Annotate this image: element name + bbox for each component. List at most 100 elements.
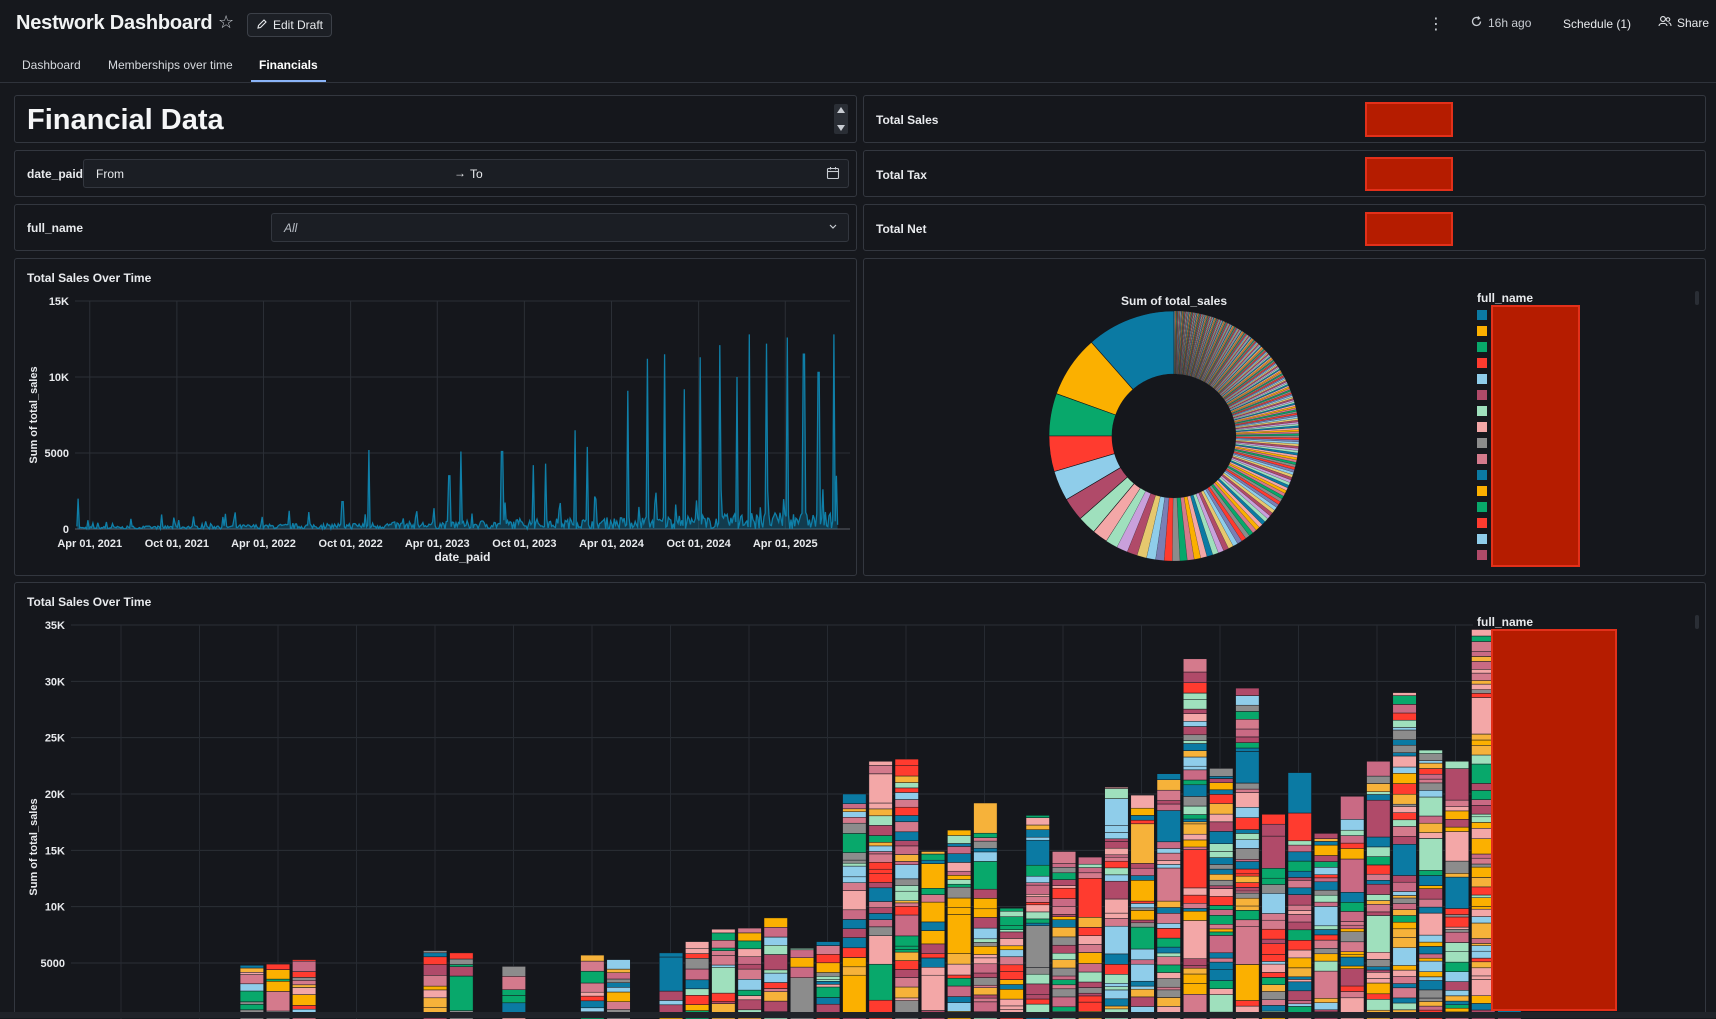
bar-segment bbox=[921, 944, 945, 954]
bar-segment bbox=[1393, 892, 1417, 896]
bar-segment bbox=[843, 967, 867, 975]
bar-segment bbox=[1157, 790, 1181, 800]
bar-segment bbox=[1183, 834, 1207, 840]
bar-segment bbox=[1157, 965, 1181, 973]
bar-segment bbox=[1367, 880, 1391, 884]
bar-segment bbox=[895, 815, 919, 821]
bar-segment bbox=[869, 913, 893, 919]
bar-stack bbox=[581, 955, 605, 1019]
bar-segment bbox=[1367, 884, 1391, 894]
bar-segment bbox=[1000, 972, 1024, 980]
bar-segment bbox=[1393, 898, 1417, 904]
bar-segment bbox=[1236, 807, 1260, 817]
bar-segment bbox=[921, 854, 945, 860]
edit-draft-button[interactable]: Edit Draft bbox=[247, 13, 332, 37]
date-from-placeholder: From bbox=[96, 167, 124, 181]
x-tick-label: Apr 01, 2025 bbox=[753, 538, 818, 550]
bar-segment bbox=[607, 992, 631, 1002]
bar-segment bbox=[1367, 837, 1391, 847]
bar-segment bbox=[1419, 942, 1443, 946]
bar-segment bbox=[1157, 780, 1181, 791]
bar-segment bbox=[843, 860, 867, 863]
legend-scrollbar[interactable] bbox=[1695, 615, 1699, 629]
bar-segment bbox=[1367, 970, 1391, 972]
bar-segment bbox=[1393, 728, 1417, 731]
legend-scrollbar[interactable] bbox=[1695, 291, 1699, 305]
bar-segment bbox=[1026, 912, 1050, 919]
bar-segment bbox=[1262, 868, 1286, 878]
calendar-icon[interactable] bbox=[826, 166, 840, 183]
tab-dashboard[interactable]: Dashboard bbox=[22, 58, 81, 80]
bar-segment bbox=[1341, 929, 1365, 932]
bar-segment bbox=[1157, 990, 1181, 998]
bar-segment bbox=[1000, 925, 1024, 929]
legend-swatch bbox=[1477, 534, 1487, 544]
bar-segment bbox=[869, 927, 893, 936]
schedule-button[interactable]: Schedule (1) bbox=[1563, 17, 1631, 31]
bar-segment bbox=[843, 948, 867, 958]
chevron-down-icon[interactable] bbox=[828, 220, 838, 237]
bar-segment bbox=[1236, 737, 1260, 743]
refresh-button[interactable]: 16h ago bbox=[1470, 15, 1531, 31]
bar-segment bbox=[1341, 830, 1365, 835]
legend-swatch bbox=[1477, 406, 1487, 416]
bar-segment bbox=[1157, 901, 1181, 907]
star-icon[interactable]: ☆ bbox=[218, 12, 234, 33]
bar-stack bbox=[1288, 773, 1312, 1019]
bar-segment bbox=[1393, 813, 1417, 820]
bar-segment bbox=[921, 895, 945, 903]
bar-segment bbox=[1236, 688, 1260, 696]
bar-segment bbox=[1210, 831, 1234, 843]
bar-segment bbox=[1026, 923, 1050, 926]
tab-financials[interactable]: Financials bbox=[251, 58, 326, 82]
bar-segment bbox=[1314, 875, 1338, 878]
bar-segment bbox=[974, 973, 998, 978]
pencil-icon bbox=[256, 18, 268, 33]
more-menu-icon[interactable]: ⋮ bbox=[1428, 14, 1444, 34]
chevron-down-icon[interactable] bbox=[837, 125, 845, 131]
bar-segment bbox=[1445, 952, 1469, 962]
bar-segment bbox=[607, 973, 631, 979]
pie-legend-names-redacted bbox=[1491, 305, 1580, 567]
bar-segment bbox=[1105, 954, 1129, 964]
bar-segment bbox=[895, 906, 919, 915]
bar-segment bbox=[1393, 693, 1417, 696]
bar-segment bbox=[1419, 1006, 1443, 1010]
bar-segment bbox=[947, 854, 971, 863]
bar-segment bbox=[1367, 978, 1391, 983]
bar-segment bbox=[843, 853, 867, 861]
bar-segment bbox=[947, 907, 971, 914]
bar-segment bbox=[1157, 957, 1181, 965]
bar-stack bbox=[1262, 814, 1286, 1019]
bar-stack bbox=[1393, 693, 1417, 1019]
page-scrollbar[interactable] bbox=[0, 1012, 1716, 1018]
bar-segment bbox=[1131, 927, 1155, 949]
bar-segment bbox=[1236, 869, 1260, 874]
kpi-total-net-panel: Total Net bbox=[863, 204, 1706, 251]
bar-segment bbox=[843, 817, 867, 823]
bar-segment bbox=[1026, 968, 1050, 975]
share-button[interactable]: Share bbox=[1658, 15, 1709, 30]
date-range-input[interactable]: From → To bbox=[83, 159, 849, 188]
bar-segment bbox=[869, 765, 893, 774]
tab-memberships-over-time[interactable]: Memberships over time bbox=[108, 58, 233, 80]
bar-segment bbox=[869, 842, 893, 846]
scroll-stepper[interactable] bbox=[834, 104, 848, 134]
bar-segment bbox=[685, 958, 709, 969]
bar-segment bbox=[1183, 683, 1207, 693]
full-name-select[interactable]: All bbox=[271, 213, 849, 242]
bar-segment bbox=[1052, 945, 1076, 953]
bar-segment bbox=[685, 1005, 709, 1011]
bar-segment bbox=[1367, 994, 1391, 1000]
bar-segment bbox=[1288, 877, 1312, 880]
bar-segment bbox=[1078, 953, 1102, 964]
bar-segment bbox=[1367, 999, 1391, 1010]
bar-segment bbox=[1288, 871, 1312, 877]
bar-segment bbox=[1236, 906, 1260, 910]
legend-swatch bbox=[1477, 310, 1487, 320]
chevron-up-icon[interactable] bbox=[837, 107, 845, 113]
bar-segment bbox=[1367, 795, 1391, 801]
